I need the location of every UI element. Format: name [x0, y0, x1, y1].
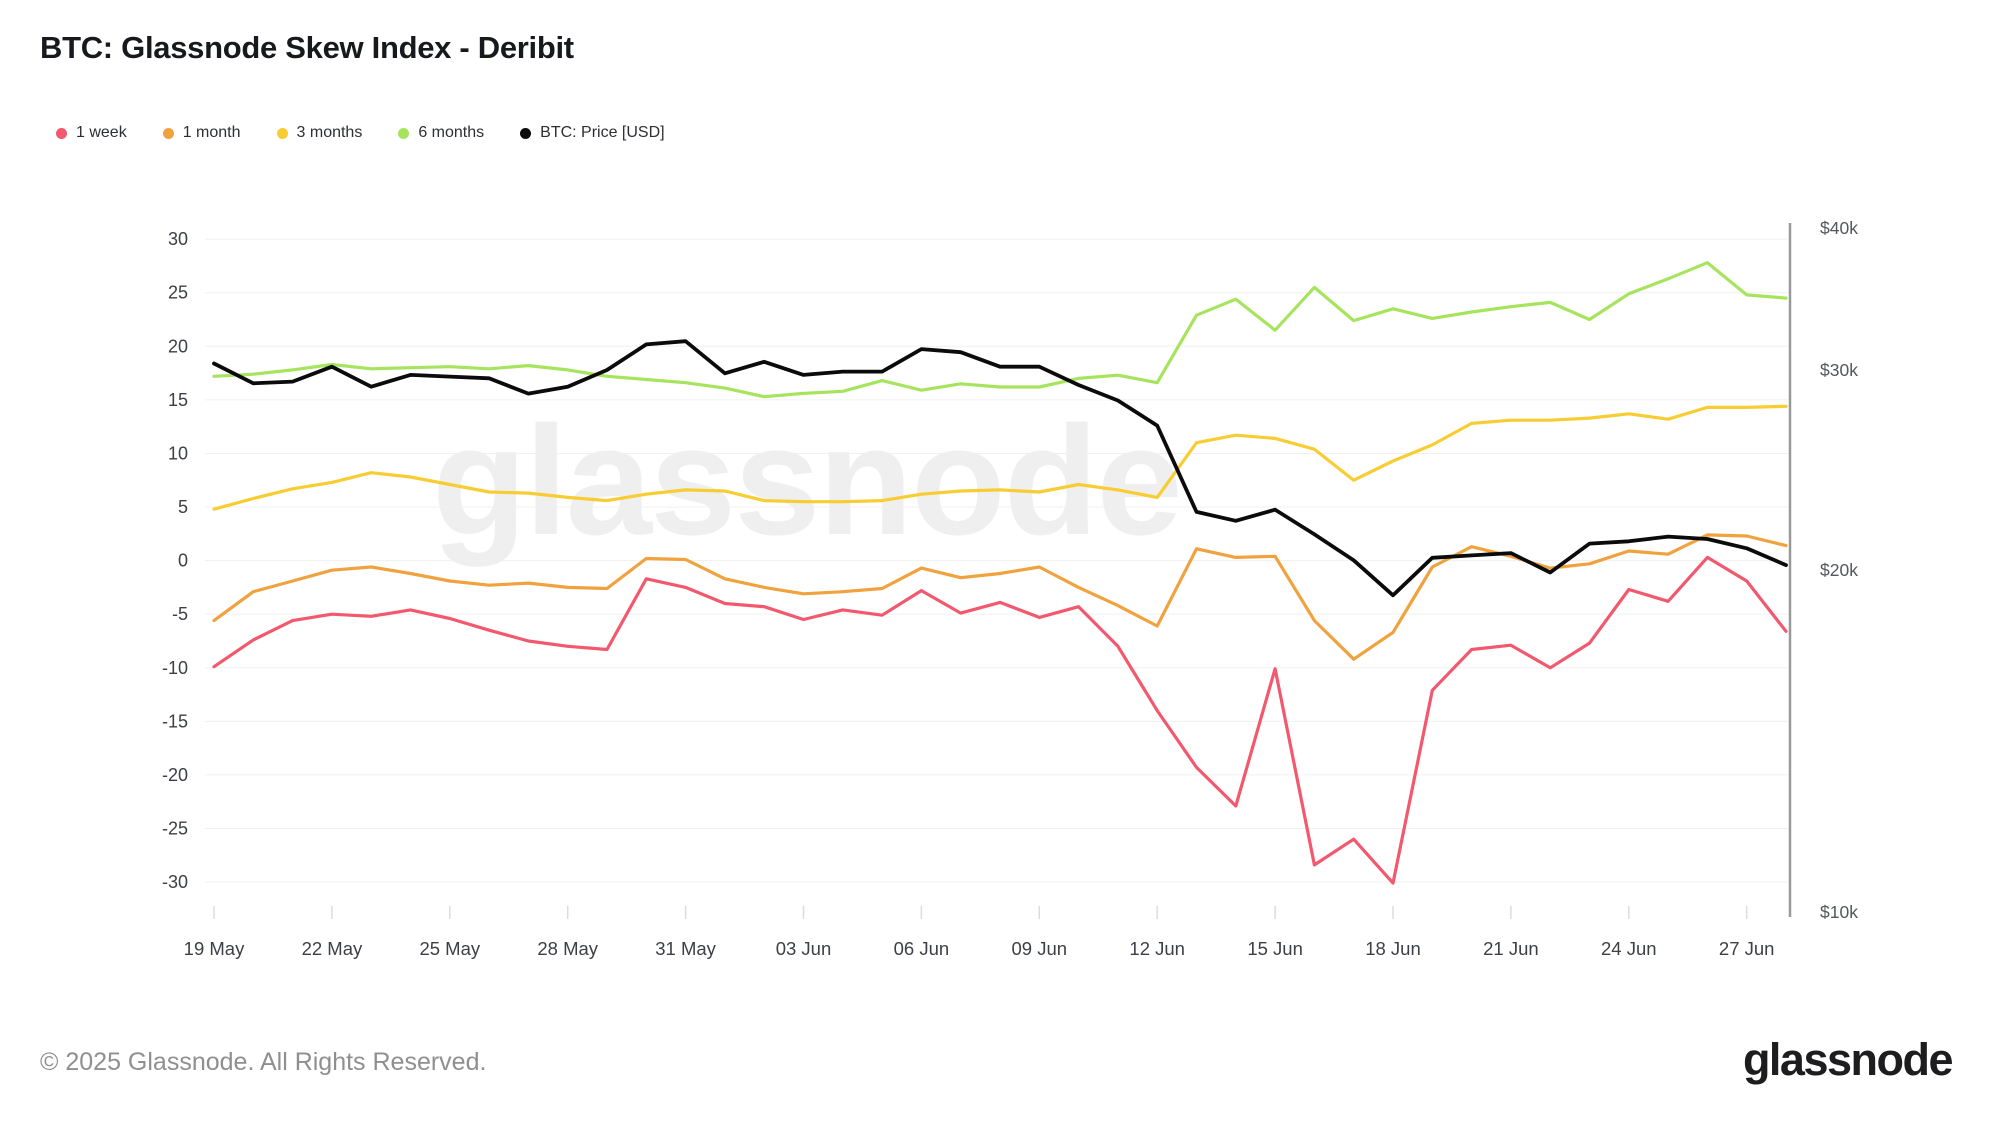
legend-item-btc-price[interactable]: BTC: Price [USD] — [520, 124, 665, 142]
x-axis-tick-label: 12 Jun — [1129, 938, 1185, 959]
right-axis-tick-label: $10k — [1820, 902, 1858, 922]
glassnode-watermark: glassnode — [432, 394, 1183, 567]
left-axis-tick-label: -15 — [162, 711, 188, 731]
left-axis-tick-label: -25 — [162, 818, 188, 838]
x-axis-tick-label: 22 May — [302, 938, 363, 959]
left-axis-tick-label: 20 — [168, 336, 188, 356]
legend-label-3-months: 3 months — [296, 124, 363, 141]
right-price-axis: $40k $30k $20k $10k — [1788, 218, 1858, 922]
left-axis-tick-label: -10 — [162, 658, 188, 678]
x-axis: 19 May 22 May 25 May 28 May 31 May 03 Jun 06 J… — [184, 906, 1775, 959]
series-line-1-week — [212, 555, 1788, 885]
x-axis-tick-label: 25 May — [419, 938, 480, 959]
series-lines — [212, 261, 1788, 885]
series-line-1-month — [212, 533, 1788, 661]
left-axis-tick-label: 15 — [168, 390, 188, 410]
x-axis-tick-label: 24 Jun — [1601, 938, 1657, 959]
x-axis-tick-label: 21 Jun — [1483, 938, 1539, 959]
x-axis-tick-label: 15 Jun — [1247, 938, 1303, 959]
chart-legend: 1 week 1 month 3 months 6 months BTC: Pr… — [56, 124, 665, 142]
legend-dot-btc-price-icon — [520, 127, 532, 139]
x-axis-tick-label: 06 Jun — [894, 938, 950, 959]
left-axis-tick-label: 5 — [178, 497, 188, 517]
x-axis-tick-label: 19 May — [184, 938, 245, 959]
x-axis-tick-label: 28 May — [537, 938, 598, 959]
series-line-6-months — [212, 261, 1788, 399]
legend-label-1-month: 1 month — [182, 124, 241, 141]
left-axis-tick-label: -30 — [162, 872, 188, 892]
left-axis-tick-label: -5 — [172, 604, 188, 624]
legend-item-3-months[interactable]: 3 months — [276, 124, 363, 142]
legend-dot-1-week-icon — [56, 127, 67, 139]
x-axis-tick-label: 03 Jun — [776, 938, 832, 959]
right-axis-tick-label: $40k — [1820, 218, 1858, 238]
x-axis-tick-label: 31 May — [655, 938, 716, 959]
x-axis-tick-label: 09 Jun — [1012, 938, 1068, 959]
legend-dot-1-month-icon — [162, 127, 174, 139]
legend-item-1-week[interactable]: 1 week — [56, 124, 127, 142]
left-axis-tick-labels: 30 25 20 15 10 5 0 -5 -10 -15 -20 -25 -30 — [162, 229, 188, 892]
legend-label-1-week: 1 week — [76, 124, 127, 141]
left-axis-tick-label: -20 — [162, 765, 188, 785]
series-line-3-months — [212, 404, 1788, 511]
series-line-btc-price-usd- — [212, 339, 1788, 598]
right-axis-tick-label: $30k — [1820, 360, 1858, 380]
legend-label-btc-price: BTC: Price [USD] — [540, 124, 665, 141]
left-axis-tick-label: 25 — [168, 283, 188, 303]
legend-label-6-months: 6 months — [418, 124, 485, 141]
legend-item-6-months[interactable]: 6 months — [398, 124, 484, 142]
copyright-text: © 2025 Glassnode. All Rights Reserved. — [40, 1048, 487, 1076]
legend-dot-6-months-icon — [398, 127, 410, 139]
x-axis-tick-label: 27 Jun — [1719, 938, 1775, 959]
legend-dot-3-months-icon — [276, 127, 288, 139]
left-axis-tick-label: 10 — [168, 443, 188, 463]
left-axis-tick-label: 0 — [178, 551, 188, 571]
page-title: BTC: Glassnode Skew Index - Deribit — [40, 30, 574, 65]
legend-item-1-month[interactable]: 1 month — [162, 124, 241, 142]
left-axis-tick-label: 30 — [168, 229, 188, 249]
gridlines — [205, 238, 1790, 883]
glassnode-logo: glassnode — [1742, 1034, 1954, 1085]
right-axis-tick-label: $20k — [1820, 560, 1858, 580]
x-axis-tick-label: 18 Jun — [1365, 938, 1421, 959]
